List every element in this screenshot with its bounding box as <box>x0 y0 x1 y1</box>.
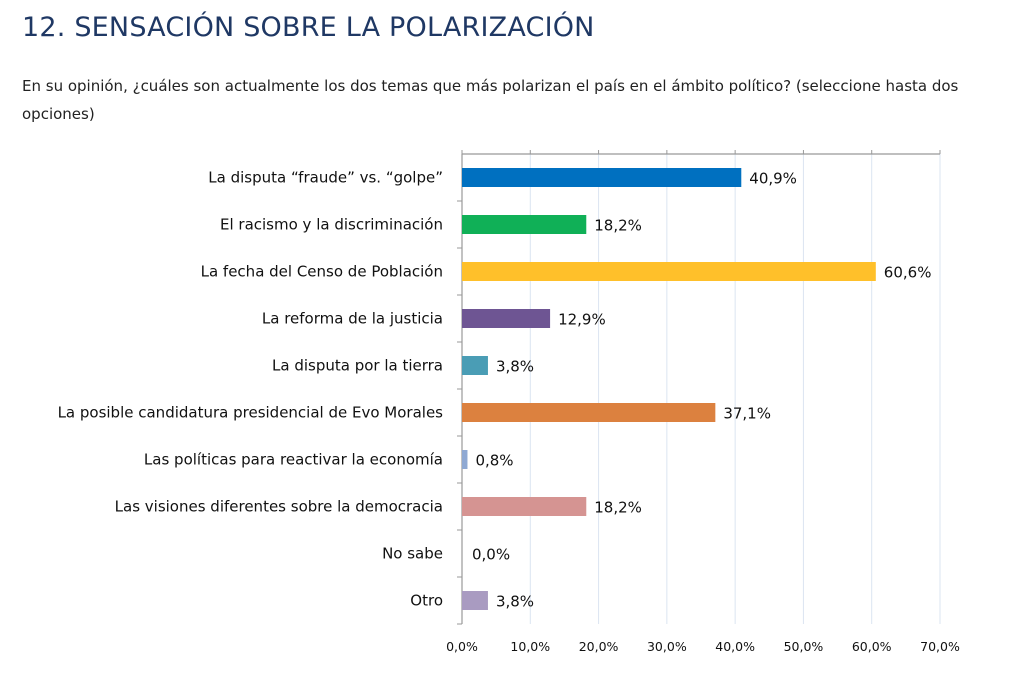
x-tick-label: 10,0% <box>510 639 550 654</box>
data-label: 0,8% <box>475 452 513 470</box>
data-label: 18,2% <box>594 499 642 517</box>
category-label: No sabe <box>382 545 443 563</box>
bar <box>462 403 716 422</box>
data-label: 40,9% <box>749 170 797 188</box>
bar <box>462 450 468 469</box>
bar <box>462 168 742 187</box>
category-label: Las visiones diferentes sobre la democra… <box>115 498 443 516</box>
category-label: La disputa por la tierra <box>272 357 443 375</box>
data-label: 3,8% <box>496 358 534 376</box>
category-label: Las políticas para reactivar la economía <box>144 451 443 469</box>
bar <box>462 356 488 375</box>
survey-question: En su opinión, ¿cuáles son actualmente l… <box>22 77 959 123</box>
data-label: 3,8% <box>496 593 534 611</box>
x-tick-label: 50,0% <box>784 639 824 654</box>
data-label: 37,1% <box>723 405 771 423</box>
bar <box>462 591 488 610</box>
bar <box>462 262 876 281</box>
category-label: El racismo y la discriminación <box>220 216 443 234</box>
category-label: La disputa “fraude” vs. “golpe” <box>208 169 443 187</box>
bar <box>462 497 587 516</box>
data-label: 18,2% <box>594 217 642 235</box>
x-tick-label: 70,0% <box>920 639 960 654</box>
x-tick-label: 60,0% <box>852 639 892 654</box>
page-title: 12. SENSACIÓN SOBRE LA POLARIZACIÓN <box>22 12 595 43</box>
data-label: 12,9% <box>558 311 606 329</box>
x-tick-label: 40,0% <box>715 639 755 654</box>
category-label: La posible candidatura presidencial de E… <box>58 404 444 422</box>
x-tick-label: 0,0% <box>446 639 478 654</box>
data-label: 60,6% <box>884 264 932 282</box>
category-label: Otro <box>410 592 443 610</box>
category-label: La reforma de la justicia <box>262 310 443 328</box>
bar <box>462 215 587 234</box>
x-tick-label: 30,0% <box>647 639 687 654</box>
x-tick-label: 20,0% <box>579 639 619 654</box>
category-label: La fecha del Censo de Población <box>201 263 443 281</box>
bar <box>462 309 551 328</box>
data-label: 0,0% <box>472 546 510 564</box>
